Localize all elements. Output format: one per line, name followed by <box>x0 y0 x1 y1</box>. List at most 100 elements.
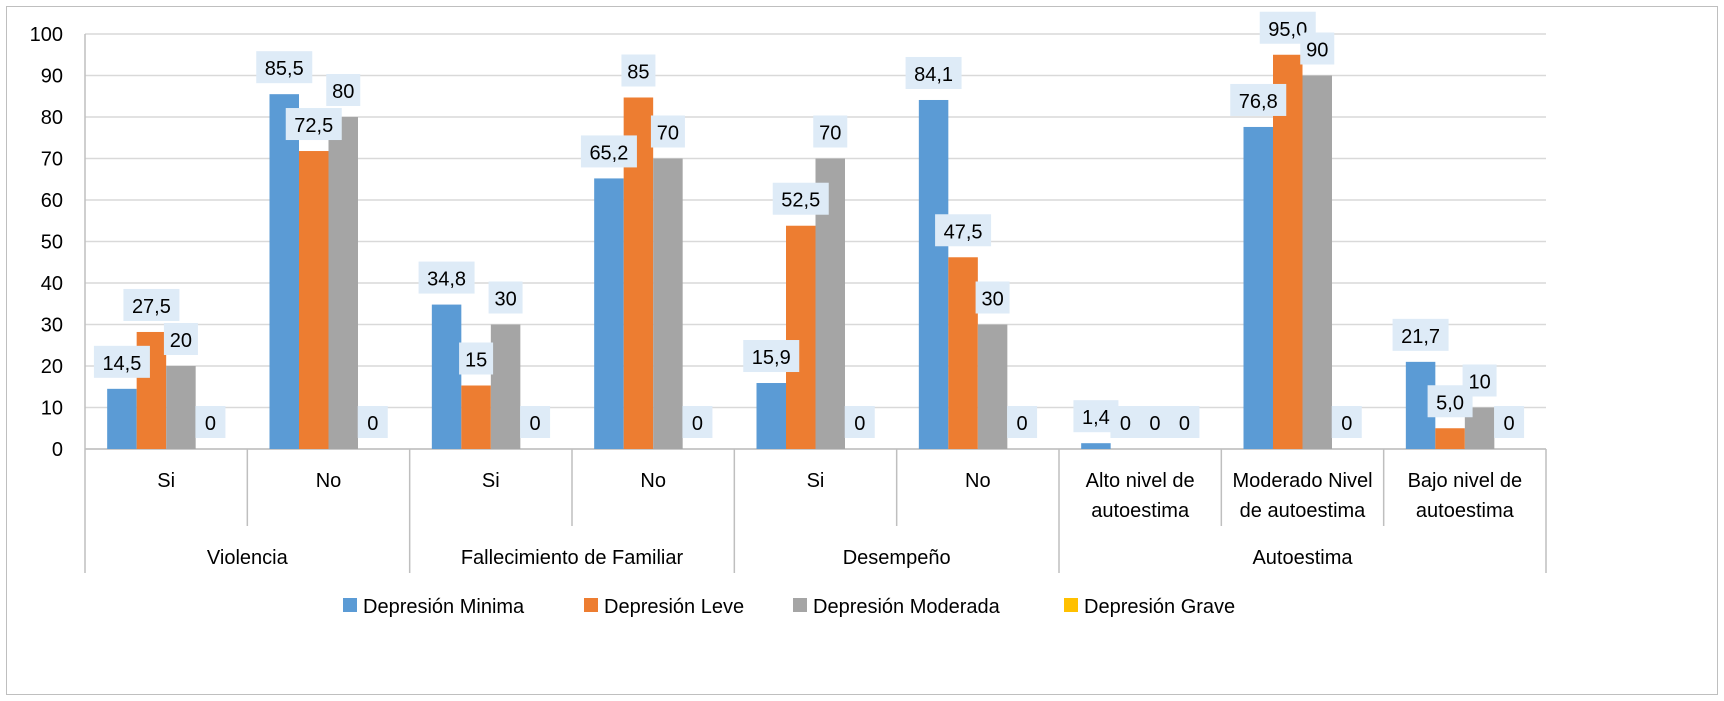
legend-label: Depresión Moderada <box>813 596 1001 618</box>
bar <box>786 225 816 449</box>
bar <box>461 385 491 449</box>
data-label-bg <box>418 261 475 294</box>
data-label-bg <box>1139 406 1170 438</box>
group-label: Autoestima <box>1252 547 1353 569</box>
data-label-bg <box>682 406 713 438</box>
data-label-bg <box>621 54 656 87</box>
data-label: 76,8 <box>1239 91 1278 113</box>
bar <box>977 324 1008 449</box>
bar <box>299 151 329 449</box>
data-label-bg <box>163 323 198 355</box>
data-label-bg <box>772 182 829 215</box>
data-label-bg <box>1462 364 1497 397</box>
data-label-bg <box>650 115 685 148</box>
legend-swatch <box>1064 598 1078 612</box>
y-tick-label: 20 <box>41 356 63 378</box>
data-label-bg <box>123 288 180 321</box>
category-label: de autoestima <box>1240 500 1367 522</box>
data-label: 84,1 <box>914 64 953 86</box>
category-label: No <box>640 470 666 492</box>
data-label-bg <box>1392 318 1449 351</box>
legend-label: Depresión Grave <box>1084 596 1235 618</box>
data-label-bg <box>1007 406 1038 438</box>
data-label: 30 <box>981 289 1003 311</box>
data-label: 15,9 <box>752 347 791 369</box>
data-label: 1,4 <box>1082 407 1110 429</box>
data-label-bg <box>1331 406 1362 438</box>
bar <box>1435 428 1465 449</box>
bar <box>1081 443 1111 449</box>
data-label: 10 <box>1468 372 1490 394</box>
data-label: 70 <box>657 123 679 145</box>
bar <box>269 94 299 450</box>
data-label: 90 <box>1306 40 1328 62</box>
bar <box>490 324 521 449</box>
y-tick-label: 90 <box>41 66 63 88</box>
data-label-bg <box>580 135 637 168</box>
category-label: No <box>965 470 991 492</box>
data-label: 15 <box>465 350 487 372</box>
bar <box>166 366 196 449</box>
data-label-bg <box>285 108 342 141</box>
data-label: 0 <box>854 413 865 435</box>
data-label: 14,5 <box>102 353 141 375</box>
data-label-bg <box>520 406 551 438</box>
data-label-bg <box>488 281 523 314</box>
data-label: 0 <box>367 413 378 435</box>
category-label: Si <box>482 470 500 492</box>
data-label-bg <box>743 340 800 373</box>
category-label: autoestima <box>1091 500 1190 522</box>
bar <box>594 178 624 450</box>
data-label-bg <box>813 115 848 148</box>
data-label: 0 <box>1017 413 1028 435</box>
data-label: 65,2 <box>589 142 628 164</box>
category-label: Si <box>157 470 175 492</box>
data-label: 80 <box>332 81 354 103</box>
data-label: 0 <box>1179 413 1190 435</box>
bar <box>1302 75 1332 449</box>
legend-label: Depresión Minima <box>363 596 525 618</box>
data-label: 20 <box>170 330 192 352</box>
data-label-bg <box>93 345 150 378</box>
y-tick-label: 60 <box>41 190 63 212</box>
data-label: 70 <box>819 123 841 145</box>
data-label-bg <box>195 406 226 438</box>
category-label: Bajo nivel de <box>1408 470 1523 492</box>
data-label: 85 <box>627 61 649 83</box>
legend-swatch <box>793 598 807 612</box>
bar <box>328 117 358 449</box>
data-label-bg <box>975 281 1010 314</box>
legend-label: Depresión Leve <box>604 596 744 618</box>
category-label: Si <box>807 470 825 492</box>
y-tick-label: 100 <box>30 24 63 46</box>
data-label: 72,5 <box>294 115 333 137</box>
group-label: Violencia <box>207 547 289 569</box>
bar <box>107 388 137 449</box>
y-tick-label: 30 <box>41 315 63 337</box>
y-tick-label: 0 <box>52 439 63 461</box>
data-label: 27,5 <box>132 296 171 318</box>
category-label: autoestima <box>1416 500 1515 522</box>
data-label-bg <box>1230 83 1287 116</box>
data-label: 0 <box>1120 413 1131 435</box>
data-label: 0 <box>1504 413 1515 435</box>
category-label: No <box>316 470 342 492</box>
y-tick-label: 10 <box>41 398 63 420</box>
data-label-bg <box>357 406 388 438</box>
data-label: 0 <box>692 413 703 435</box>
data-label-bg <box>935 214 992 247</box>
data-label-bg <box>1169 406 1200 438</box>
group-label: Desempeño <box>843 547 951 569</box>
bar <box>653 158 683 449</box>
group-label: Fallecimiento de Familiar <box>461 547 684 569</box>
bar <box>756 383 786 449</box>
data-label: 95,0 <box>1268 19 1307 41</box>
data-label: 85,5 <box>265 58 304 80</box>
y-tick-label: 80 <box>41 107 63 129</box>
data-label-bg <box>1110 406 1141 438</box>
y-tick-label: 50 <box>41 232 63 254</box>
data-label: 5,0 <box>1436 392 1464 414</box>
data-label: 0 <box>205 413 216 435</box>
data-label-bg <box>844 406 875 438</box>
data-label-bg <box>326 74 361 106</box>
